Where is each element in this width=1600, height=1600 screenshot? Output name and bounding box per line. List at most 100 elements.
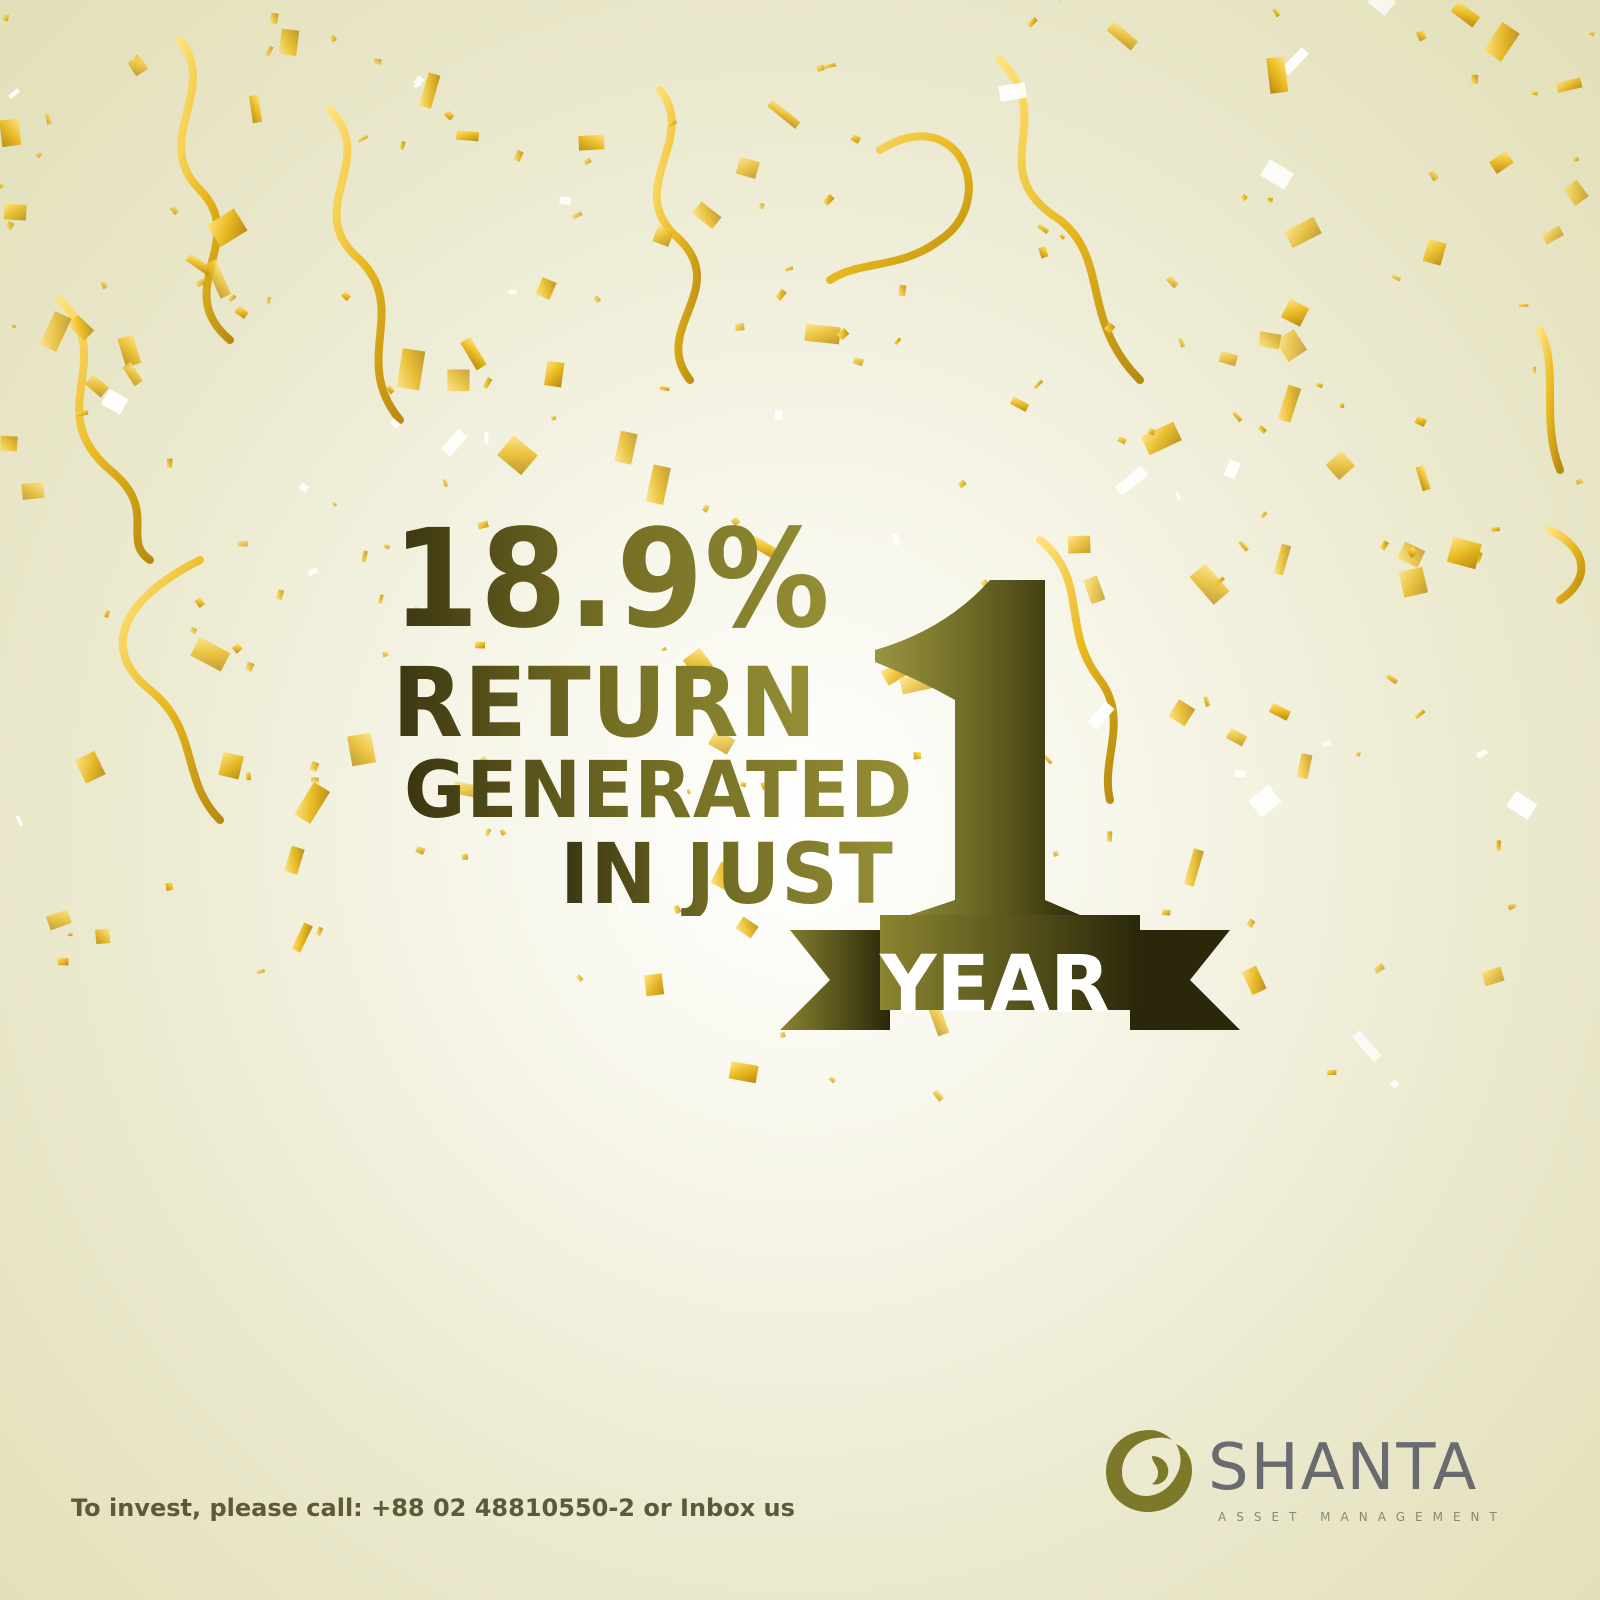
confetti-piece — [1507, 902, 1517, 911]
confetti-piece — [442, 478, 449, 488]
confetti-piece — [45, 113, 52, 125]
confetti-piece — [332, 501, 338, 507]
confetti-piece — [15, 815, 23, 827]
confetti-piece — [68, 314, 95, 341]
confetti-piece — [413, 83, 419, 89]
confetti-piece — [1316, 382, 1324, 389]
confetti-piece — [456, 130, 480, 142]
confetti-piece — [1422, 238, 1447, 266]
confetti-piece — [661, 646, 667, 652]
confetti-piece — [237, 540, 248, 547]
confetti-piece — [898, 284, 907, 297]
confetti-piece — [1225, 727, 1248, 747]
confetti-piece — [629, 562, 643, 575]
confetti-piece — [804, 323, 841, 345]
confetti-piece — [1266, 56, 1289, 94]
confetti-piece — [117, 334, 142, 368]
confetti-piece — [913, 751, 922, 760]
confetti-piece — [298, 482, 310, 493]
confetti-piece — [256, 968, 266, 975]
confetti-piece — [1165, 275, 1179, 289]
confetti-piece — [231, 642, 243, 654]
confetti-piece — [927, 1002, 950, 1037]
confetti-piece — [276, 589, 285, 601]
confetti-piece — [1027, 17, 1038, 28]
brand-tagline: ASSET MANAGEMENT — [1218, 1510, 1507, 1524]
confetti-piece — [478, 755, 489, 766]
confetti-piece — [767, 99, 801, 129]
confetti-piece — [1033, 379, 1044, 390]
confetti-piece — [1506, 790, 1538, 820]
confetti-piece — [1106, 831, 1113, 842]
streamer — [56, 296, 154, 564]
confetti-piece — [760, 781, 770, 791]
streamer — [652, 86, 701, 384]
confetti-piece — [482, 376, 493, 389]
confetti-piece — [443, 110, 455, 121]
confetti-piece — [1168, 699, 1196, 727]
streamer — [826, 132, 973, 284]
confetti-piece — [1223, 459, 1241, 480]
confetti-piece — [195, 278, 206, 288]
confetti-piece — [1367, 0, 1397, 17]
one-year-badge — [780, 580, 1240, 1030]
confetti-piece — [1258, 331, 1282, 350]
confetti-piece — [1573, 156, 1580, 162]
headline-return: RETURN — [392, 647, 818, 759]
confetti-piece — [1057, 0, 1063, 2]
confetti-piece — [291, 922, 313, 953]
confetti-piece — [644, 973, 665, 997]
return-percentage: 18.9% — [392, 501, 831, 659]
confetti-piece — [1104, 322, 1116, 334]
confetti-piece — [341, 291, 352, 302]
confetti-piece — [499, 828, 507, 837]
confetti-piece — [1414, 709, 1426, 720]
streamer — [1536, 326, 1564, 474]
confetti-piece — [21, 481, 45, 500]
confetti-piece — [1281, 47, 1309, 76]
confetti-piece — [784, 266, 794, 272]
confetti-piece — [617, 901, 625, 912]
confetti-piece — [1106, 21, 1139, 51]
confetti-piece — [95, 928, 111, 945]
confetti-piece — [206, 208, 248, 248]
confetti-piece — [822, 193, 835, 206]
confetti-piece — [278, 28, 300, 56]
confetti-piece — [702, 504, 710, 513]
confetti-piece — [682, 647, 714, 679]
call-to-action: To invest, please call: +88 02 48810550-… — [71, 1494, 795, 1522]
confetti-piece — [1389, 1079, 1400, 1090]
confetti-piece — [1273, 543, 1292, 576]
confetti-piece — [234, 305, 249, 319]
confetti-piece — [1175, 491, 1182, 501]
confetti-piece — [1148, 427, 1156, 436]
confetti-piece — [1277, 384, 1302, 423]
confetti-piece — [310, 777, 319, 783]
confetti-piece — [127, 55, 149, 77]
confetti-piece — [957, 479, 967, 489]
confetti-piece — [1117, 436, 1127, 445]
confetti-piece — [1280, 298, 1310, 327]
confetti-piece — [389, 418, 401, 429]
confetti-piece — [1391, 274, 1402, 282]
confetti-piece — [249, 94, 263, 124]
big-one-numeral — [875, 580, 1080, 930]
confetti-piece — [998, 82, 1027, 102]
confetti-piece — [1541, 225, 1565, 245]
confetti-piece — [166, 458, 173, 468]
confetti-piece — [1414, 415, 1427, 427]
streamer — [1546, 526, 1586, 604]
streamer — [176, 36, 234, 344]
confetti-piece — [823, 62, 837, 69]
confetti-piece — [659, 385, 670, 392]
confetti-piece — [1471, 74, 1479, 85]
confetti-piece — [419, 72, 441, 109]
confetti-piece — [1562, 179, 1589, 207]
confetti-piece — [357, 134, 369, 143]
confetti-piece — [461, 853, 469, 861]
confetti-piece — [294, 782, 331, 824]
confetti-piece — [218, 751, 244, 780]
ribbon-year-label: YEAR — [880, 940, 1111, 1030]
confetti-piece — [11, 323, 17, 329]
confetti-piece — [535, 277, 557, 300]
